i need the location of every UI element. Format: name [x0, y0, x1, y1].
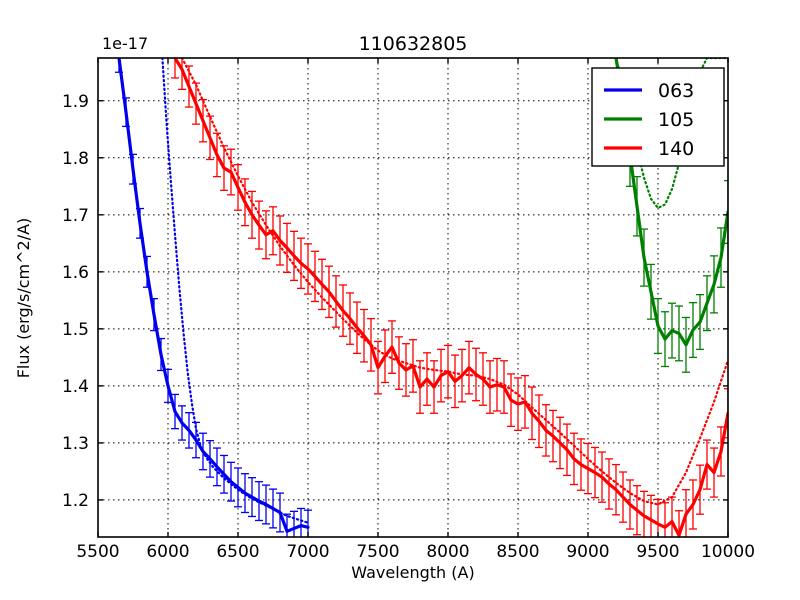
- x-tick-label: 8500: [496, 542, 539, 562]
- series-105[interactable]: [614, 58, 732, 373]
- legend-label-105: 105: [658, 109, 694, 131]
- y-tick-label: 1.6: [62, 263, 89, 283]
- x-axis-label: Wavelength (A): [351, 563, 474, 582]
- axis-tick-labels: 5500 6000 6500 7000 7500 8000 8500 9000 9500 1000…: [62, 92, 755, 562]
- page-title: 110632805: [359, 33, 468, 55]
- error-bars-140: [171, 58, 728, 537]
- legend-item-105[interactable]: 105: [604, 109, 694, 131]
- y-tick-label: 1.3: [62, 434, 89, 454]
- series-140[interactable]: [171, 38, 732, 560]
- x-tick-label: 9500: [636, 542, 679, 562]
- y-tick-label: 1.7: [62, 206, 89, 226]
- x-tick-label: 7500: [356, 542, 399, 562]
- data-line-063[interactable]: [112, 0, 310, 533]
- data-line-140[interactable]: [173, 58, 728, 537]
- legend-item-063[interactable]: 063: [604, 80, 694, 102]
- x-tick-label: 5500: [76, 542, 119, 562]
- model-curve-105: [614, 58, 728, 210]
- x-tick-label: 9000: [566, 542, 609, 562]
- series-063[interactable]: [112, 0, 312, 548]
- legend-label-140: 140: [658, 138, 694, 160]
- y-axis-label: Flux (erg/s/cm^2/A): [14, 218, 33, 379]
- x-tick-label: 7000: [286, 542, 329, 562]
- y-axis-offset-label: 1e-17: [102, 34, 148, 53]
- y-tick-label: 1.9: [62, 92, 89, 112]
- x-tick-label: 8000: [426, 542, 469, 562]
- axis-ticks: [97, 58, 729, 537]
- x-tick-label: 10000: [701, 542, 755, 562]
- y-tick-label: 1.5: [62, 320, 89, 340]
- y-tick-label: 1.4: [62, 377, 89, 397]
- data-series-layer[interactable]: [112, 0, 732, 560]
- x-tick-label: 6500: [216, 542, 259, 562]
- legend-item-140[interactable]: 140: [604, 138, 694, 160]
- legend-label-063: 063: [658, 80, 694, 102]
- model-curve-063: [161, 58, 310, 524]
- data-line-105[interactable]: [614, 58, 728, 347]
- axes-frame: [97, 57, 729, 538]
- y-tick-label: 1.2: [62, 491, 89, 511]
- x-tick-label: 6000: [146, 542, 189, 562]
- legend[interactable]: 063 105 140: [591, 67, 725, 167]
- legend-box: [591, 67, 725, 167]
- y-tick-label: 1.8: [62, 149, 89, 169]
